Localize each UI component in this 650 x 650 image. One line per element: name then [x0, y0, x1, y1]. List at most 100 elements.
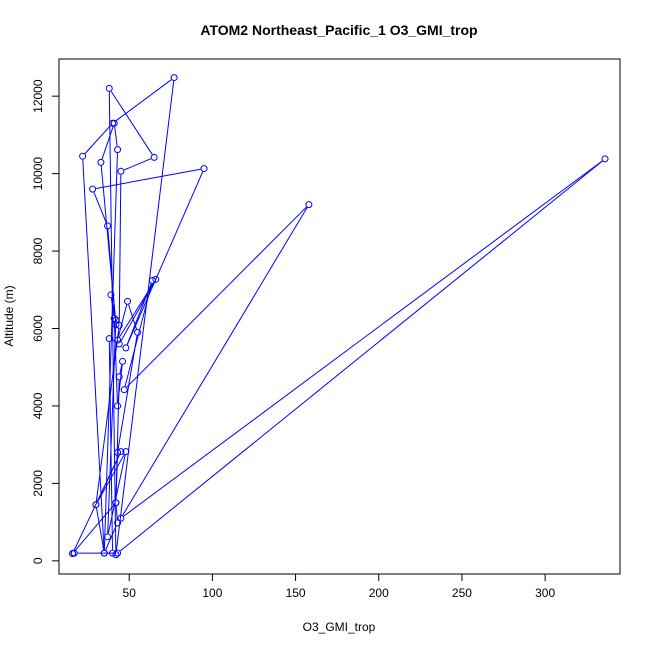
series-line-segment [115, 455, 118, 500]
data-point [122, 448, 130, 456]
chart-title: ATOM2 Northeast_Pacific_1 O3_GMI_trop [200, 22, 477, 38]
series-line-segment [73, 454, 120, 551]
series-line-segment [126, 171, 204, 345]
data-point [112, 316, 120, 324]
y-tick-label: 4000 [31, 392, 45, 419]
series-line-segment [126, 206, 307, 388]
series-line-segment [100, 165, 117, 322]
series-line-segment [74, 505, 115, 552]
data-point [109, 119, 117, 127]
x-tick-label: 250 [452, 586, 472, 600]
series-line-segment [108, 342, 114, 550]
x-axis-label: O3_GMI_trop [303, 620, 376, 634]
data-point [119, 357, 127, 365]
series-line-segment [119, 282, 155, 338]
data-point [117, 514, 125, 522]
series-line-segment [117, 364, 123, 403]
data-point [110, 314, 118, 322]
series-line-segment [97, 454, 125, 502]
series-line-segment [123, 160, 603, 517]
x-tick-label: 50 [123, 586, 137, 600]
x-tick-label: 200 [369, 586, 389, 600]
series-line-segment [114, 126, 118, 147]
data-point [114, 519, 122, 527]
data-point [115, 340, 123, 348]
series-line-segment [82, 159, 105, 550]
series-line-segment [105, 525, 117, 551]
data-point [152, 275, 160, 283]
data-point [100, 549, 108, 557]
series-line-segment [95, 168, 201, 189]
data-point [115, 373, 123, 381]
series-line-segment [117, 304, 128, 337]
data-point [117, 167, 125, 175]
data-point [115, 321, 123, 329]
y-tick-label: 2000 [31, 470, 45, 497]
data-point [69, 549, 77, 557]
series-line-segment [118, 174, 122, 322]
y-tick-label: 12000 [31, 79, 45, 113]
data-point [79, 152, 87, 160]
data-point [124, 297, 132, 305]
series-line-segment [117, 335, 138, 450]
series-line-segment [115, 506, 118, 520]
series-line-segment [122, 207, 308, 516]
data-point [122, 344, 130, 352]
series-lines [73, 79, 603, 554]
data-point [104, 533, 112, 541]
data-point [114, 448, 122, 456]
y-tick-label: 6000 [31, 315, 45, 342]
data-point [107, 291, 115, 299]
y-tick-label: 8000 [31, 237, 45, 264]
data-point [109, 549, 117, 557]
series-line-segment [107, 454, 126, 534]
data-point [105, 84, 113, 92]
data-point [105, 335, 113, 343]
series-line-segment [108, 91, 117, 552]
series-line-segment [107, 323, 117, 534]
data-point [601, 155, 609, 163]
x-tick-label: 150 [286, 586, 306, 600]
data-point [149, 276, 156, 284]
data-point [305, 201, 313, 209]
data-point [112, 551, 120, 559]
series-line-segment [84, 125, 111, 154]
data-point [114, 336, 122, 344]
data-point [89, 185, 97, 193]
series-line-segment [123, 158, 152, 171]
series-line-segment [93, 192, 107, 223]
data-point [114, 549, 122, 557]
data-point [117, 448, 125, 456]
series-points [69, 74, 609, 559]
data-point [200, 165, 208, 173]
series-line-segment [115, 79, 172, 122]
series-line-segment [101, 126, 114, 160]
data-point [97, 158, 105, 166]
data-point [134, 328, 142, 336]
x-tick-label: 100 [202, 586, 222, 600]
data-point [92, 501, 100, 509]
x-tick-label: 300 [535, 586, 555, 600]
data-point [114, 402, 122, 410]
series-line-segment [103, 153, 118, 550]
series-line-segment [96, 508, 105, 550]
series-line-segment [119, 160, 603, 552]
y-tick-label: 10000 [31, 157, 45, 191]
y-axis: 0 2000 4000 6000 8000 10000 12000 [31, 79, 60, 564]
series-line-segment [115, 81, 175, 552]
series-line-segment [95, 328, 120, 502]
data-point [150, 153, 158, 161]
y-tick-label: 0 [31, 557, 45, 564]
data-point [112, 321, 120, 329]
data-point [112, 499, 120, 507]
x-axis: 50 100 150 200 250 300 [123, 573, 555, 600]
data-point [104, 222, 112, 230]
series-line-segment [120, 282, 155, 342]
data-point [120, 386, 128, 394]
series-line-segment [110, 91, 153, 155]
data-point [114, 146, 122, 154]
series-line-segment [111, 298, 116, 317]
data-point [170, 74, 178, 82]
y-axis-label: Altitude (m) [2, 285, 16, 346]
